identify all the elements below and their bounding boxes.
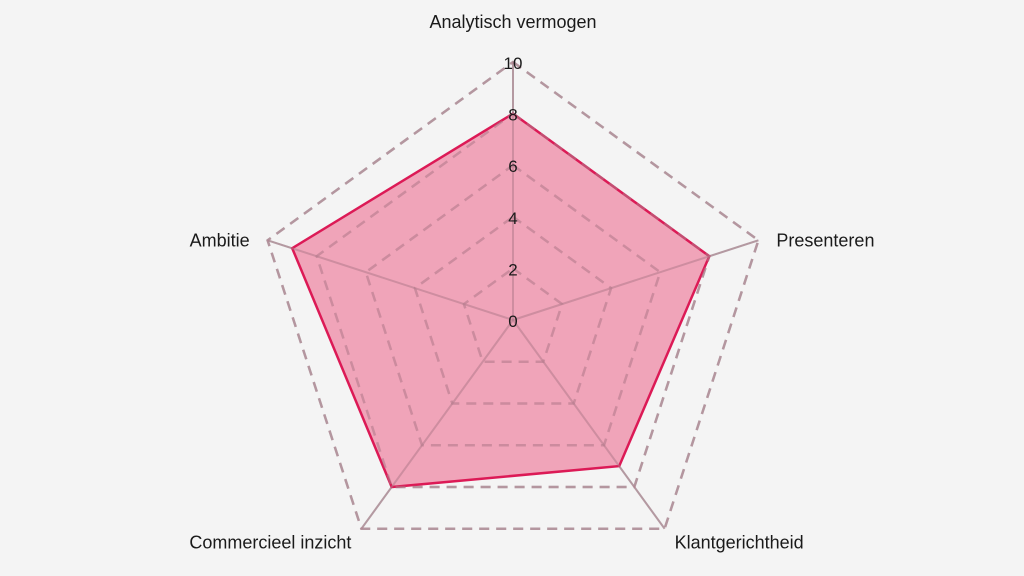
spoke-overlay-presenteren <box>512 239 759 321</box>
spoke-overlay-klantgerichtheid <box>512 319 666 530</box>
spoke-overlay-commercieel-inzicht <box>360 319 514 530</box>
tick-label-4: 4 <box>508 209 517 228</box>
spoke-overlay-ambitie <box>267 239 514 321</box>
axis-label-analytisch-vermogen: Analytisch vermogen <box>429 12 596 32</box>
tick-label-2: 2 <box>508 260 517 279</box>
tick-labels: 0 2 4 6 8 10 <box>504 54 523 331</box>
grid-ring-overlay-10 <box>266 60 760 530</box>
axis-labels: Analytisch vermogen Presenteren Klantgeric… <box>189 12 874 553</box>
tick-label-0: 0 <box>508 312 517 331</box>
grid-ring-overlay-8 <box>315 112 711 489</box>
tick-label-8: 8 <box>508 106 517 125</box>
axis-label-commercieel-inzicht: Commercieel inzicht <box>189 533 351 553</box>
axis-label-presenteren: Presenteren <box>776 230 874 250</box>
tick-label-10: 10 <box>504 54 523 73</box>
series-area-0 <box>290 112 711 489</box>
axis-label-ambitie: Ambitie <box>190 230 250 250</box>
axis-label-klantgerichtheid: Klantgerichtheid <box>675 533 804 553</box>
series-layer <box>266 60 760 530</box>
tick-label-6: 6 <box>508 157 517 176</box>
